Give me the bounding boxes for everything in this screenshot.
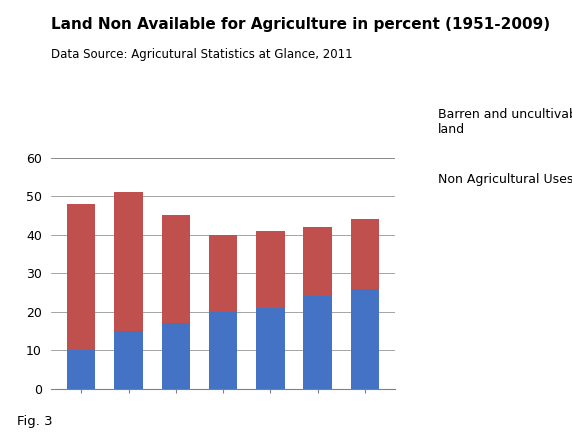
Text: Non Agricultural Uses: Non Agricultural Uses — [438, 173, 572, 186]
Bar — [351, 289, 379, 389]
Bar — [351, 219, 379, 289]
Text: Data Source: Agricutural Statistics at Glance, 2011: Data Source: Agricutural Statistics at G… — [51, 48, 353, 60]
Text: Land Non Available for Agriculture in percent (1951-2009): Land Non Available for Agriculture in pe… — [51, 17, 551, 32]
Bar — [256, 308, 284, 389]
Bar — [209, 235, 237, 312]
Bar — [209, 312, 237, 389]
Bar — [162, 323, 190, 389]
Bar — [162, 215, 190, 323]
Text: Fig. 3: Fig. 3 — [17, 415, 53, 428]
Bar — [67, 204, 96, 350]
Bar — [256, 231, 284, 308]
Bar — [67, 350, 96, 389]
Text: Barren and uncultivable
land: Barren and uncultivable land — [438, 108, 572, 136]
Bar — [114, 331, 143, 389]
Bar — [114, 192, 143, 331]
Bar — [303, 227, 332, 296]
Bar — [303, 296, 332, 389]
